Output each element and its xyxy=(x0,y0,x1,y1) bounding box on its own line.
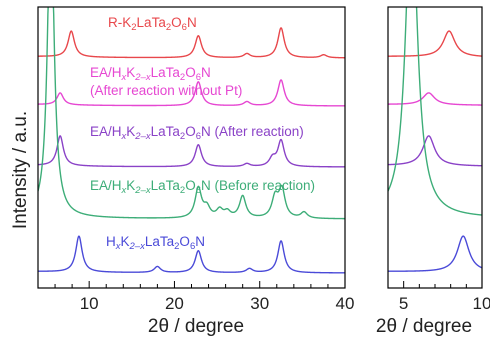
series-label-ptfree: EA/HxK2–xLaTa2O6N xyxy=(90,65,211,83)
trace-hx-main xyxy=(38,235,345,274)
trace-before-inset xyxy=(388,7,482,216)
series-label-ptfree-line2: (After reaction without Pt) xyxy=(90,83,242,98)
series-label-hx: HxK2–xLaTa2O6N xyxy=(106,234,205,252)
series-label-r: R-K2LaTa2O6N xyxy=(108,15,197,33)
x-tick-label-main: 20 xyxy=(165,294,184,313)
trace-hx-inset xyxy=(388,235,482,272)
x-tick-label-main: 30 xyxy=(250,294,269,313)
x-axis-title-inset: 2θ / degree xyxy=(376,316,472,337)
series-label-before: EA/HxK2–xLaTa2O6N (Before reaction) xyxy=(90,178,315,196)
trace-after-inset xyxy=(388,135,482,167)
panel-inset-traces xyxy=(388,7,482,272)
x-tick-label-inset: 10 xyxy=(473,294,490,313)
trace-after-main xyxy=(38,135,345,168)
x-tick-label-main: 40 xyxy=(336,294,355,313)
trace-ptfree-main xyxy=(38,79,345,107)
x-axis-title-main: 2θ / degree xyxy=(148,316,244,337)
traces-layer xyxy=(38,7,482,274)
labels-layer: R-K2LaTa2O6N EA/HxK2–xLaTa2O6N(After reac… xyxy=(90,15,315,252)
trace-r-inset xyxy=(388,30,482,57)
panel-main-traces xyxy=(38,7,345,274)
x-tick-label-inset: 5 xyxy=(399,294,408,313)
series-label-after: EA/HxK2–xLaTa2O6N (After reaction) xyxy=(90,124,304,142)
trace-before-main xyxy=(38,7,345,220)
x-tick-label-main: 10 xyxy=(80,294,99,313)
trace-ptfree-inset xyxy=(388,92,482,106)
y-axis-title: Intensity / a.u. xyxy=(10,111,31,229)
axes-layer: 10 20 30 40 5 10 xyxy=(37,6,490,313)
trace-r-main xyxy=(38,27,345,59)
